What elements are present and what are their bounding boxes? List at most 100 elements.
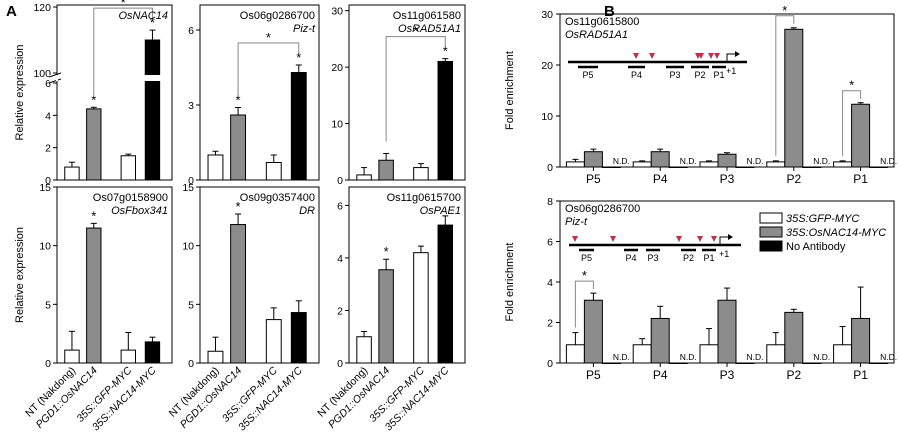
bar — [207, 154, 224, 181]
bar — [851, 103, 871, 168]
significance-star: * — [236, 93, 241, 108]
amplicon-label: P1 — [703, 253, 714, 263]
y-tick-label: 10 — [331, 119, 343, 131]
amplicon-label: P4 — [625, 253, 636, 263]
axis-break-gap — [49, 75, 61, 81]
bar — [265, 162, 282, 181]
bar — [144, 39, 161, 181]
bar — [583, 299, 603, 364]
legend-swatch — [759, 212, 783, 224]
bar — [120, 349, 136, 364]
chart-b-1: 0 10 20 30 Fold enrichment P5 N.D. P4 N.D. P3 N.D.… — [504, 3, 897, 186]
significance-bracket — [93, 7, 153, 96]
nd-label: N.D. — [880, 156, 897, 166]
bar — [650, 317, 670, 364]
bar — [64, 349, 80, 364]
plot-frame — [348, 4, 466, 181]
nd-label: N.D. — [880, 352, 897, 362]
bar — [437, 224, 454, 364]
bar — [265, 319, 282, 364]
bar — [735, 362, 755, 364]
significance-star: * — [384, 244, 389, 259]
y-tick-label: 6 — [337, 200, 343, 212]
nd-label: N.D. — [613, 352, 630, 362]
bar — [64, 166, 80, 181]
binding-site-marker — [610, 236, 616, 242]
legend-label: 35S:OsNAC14-MYC — [786, 227, 886, 239]
bracket-star: * — [121, 0, 126, 10]
y-tick-label: 15 — [39, 182, 51, 194]
y-tick-label: 30 — [331, 6, 343, 18]
y-tick-label: 30 — [541, 9, 553, 21]
amplicon-label: P3 — [669, 70, 680, 80]
amplicon-label: P4 — [631, 70, 642, 80]
bracket-star: * — [266, 30, 271, 45]
chart-b-2: 0 2 4 6 8 Fold enrichment P5 N.D. P4 N.D. P3 N.D. P2… — [504, 196, 897, 382]
y-tick-label: 0 — [337, 175, 343, 187]
y-tick-label: 3 — [188, 100, 194, 112]
y-tick-label: 0 — [547, 358, 553, 370]
binding-site-marker — [714, 53, 720, 59]
tss-arrow — [726, 53, 735, 62]
x-tick-label: P1 — [853, 368, 868, 382]
legend: 35S:GFP-MYC 35S:OsNAC14-MYC No Antibody — [757, 211, 891, 257]
bar — [699, 344, 719, 364]
bracket-star: * — [413, 24, 418, 39]
y-tick-label: 100 — [33, 68, 51, 80]
gene-id: Os07g0158900 — [93, 192, 168, 204]
binding-site-marker — [697, 236, 703, 242]
y-tick-label: 4 — [45, 110, 51, 122]
bar — [378, 269, 394, 364]
gene-id: Os06g0286700 — [240, 10, 315, 22]
amplicon-label: P3 — [647, 253, 658, 263]
amplicon-label: P5 — [581, 253, 592, 263]
bar — [356, 174, 372, 181]
y-tick-label: 0 — [337, 358, 343, 370]
significance-star: * — [150, 15, 155, 30]
bar — [766, 344, 786, 364]
binding-site-marker — [676, 236, 682, 242]
gene-id: Os11g0615800 — [565, 16, 639, 28]
gene-name: DR — [299, 205, 315, 217]
panel-a-label: A — [6, 3, 17, 20]
x-tick-label: P3 — [720, 368, 735, 382]
significance-star: * — [91, 208, 96, 223]
nd-label: N.D. — [747, 156, 764, 166]
bar — [632, 161, 652, 168]
significance-star: * — [91, 92, 96, 107]
gene-id: Os06g0286700 — [565, 203, 640, 215]
binding-site-marker — [708, 53, 714, 59]
bar — [784, 311, 804, 364]
y-tick-label: 2 — [547, 318, 553, 330]
gene-name: Piz-t — [565, 216, 588, 228]
amplicon-label: P5 — [582, 70, 593, 80]
tss-arrowhead — [735, 51, 740, 57]
y-tick-label: 0 — [188, 358, 194, 370]
nd-label: N.D. — [747, 352, 764, 362]
bar — [802, 166, 822, 168]
plot-frame — [199, 4, 320, 181]
binding-site-marker — [698, 53, 704, 59]
bar — [869, 362, 889, 364]
gene-name: OsPAE1 — [420, 205, 461, 217]
gene-name: OsRAD51A1 — [398, 23, 461, 35]
bar — [144, 341, 161, 364]
bar — [668, 362, 688, 364]
bar — [230, 114, 247, 181]
plot-frame — [348, 186, 466, 364]
bar — [207, 350, 224, 364]
x-tick-label: P4 — [653, 368, 668, 382]
plot-frame — [56, 186, 173, 364]
x-tick-label: P5 — [586, 368, 601, 382]
bar — [717, 299, 737, 364]
y-tick-label: 10 — [182, 241, 194, 253]
binding-site-marker — [711, 236, 717, 242]
nd-label: N.D. — [813, 156, 830, 166]
significance-bracket — [385, 36, 446, 142]
bar — [601, 362, 621, 364]
